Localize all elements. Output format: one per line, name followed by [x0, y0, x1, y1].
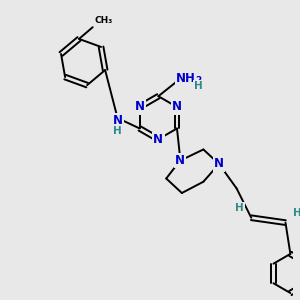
Text: N: N — [113, 114, 123, 127]
Text: H: H — [113, 126, 122, 136]
Text: H: H — [235, 203, 244, 213]
Text: N: N — [175, 154, 185, 167]
Text: H: H — [293, 208, 300, 218]
Text: N: N — [153, 133, 164, 146]
Text: NH: NH — [176, 72, 196, 85]
Text: N: N — [135, 100, 145, 113]
Text: N: N — [214, 158, 224, 170]
Text: 2: 2 — [195, 76, 202, 85]
Text: H: H — [194, 82, 203, 92]
Text: CH₃: CH₃ — [95, 16, 113, 25]
Text: N: N — [172, 100, 182, 113]
